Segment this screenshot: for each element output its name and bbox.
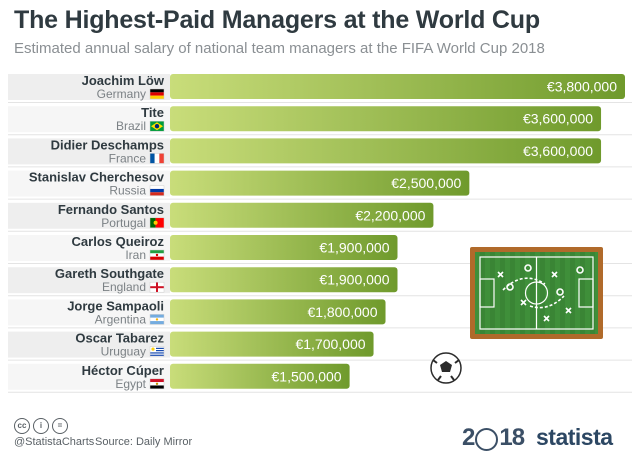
- row-background: [8, 267, 170, 294]
- flag-russia-icon: [149, 185, 165, 196]
- country-name: Uruguay: [101, 345, 146, 359]
- bar-10: [170, 363, 350, 389]
- logo-year-right: 18: [499, 424, 525, 451]
- row-background: [8, 331, 170, 358]
- bar-8: [170, 299, 386, 325]
- country-name: Argentina: [95, 312, 147, 326]
- world-cup-2018-logo: 2 18: [462, 424, 525, 452]
- manager-name: Gareth Southgate: [55, 266, 164, 281]
- ball-zero-icon: [475, 427, 499, 451]
- country-name: France: [109, 151, 147, 165]
- license-icons: cc i =: [14, 418, 68, 436]
- country-name: Russia: [109, 184, 146, 198]
- flag-france-icon: [149, 153, 165, 164]
- bar-5: [170, 202, 434, 228]
- cc-license-icon: cc: [14, 418, 30, 434]
- row-background: [8, 138, 170, 165]
- flag-uruguay-icon: [149, 346, 165, 357]
- value-label: €1,900,000: [319, 240, 389, 256]
- bar-7: [170, 267, 398, 293]
- flag-portugal-icon: [149, 217, 165, 229]
- chart-title: The Highest-Paid Managers at the World C…: [14, 6, 540, 34]
- value-label: €3,600,000: [523, 143, 593, 159]
- no-derivatives-icon: =: [52, 418, 68, 434]
- bar-6: [170, 235, 398, 260]
- value-label: €3,600,000: [523, 111, 593, 127]
- row-background: [8, 106, 170, 133]
- row-background: [8, 235, 170, 261]
- manager-name: Oscar Tabarez: [75, 331, 164, 346]
- value-label: €2,200,000: [355, 207, 425, 223]
- bar-9: [170, 331, 374, 357]
- row-background: [8, 170, 170, 197]
- bar-3: [170, 138, 602, 164]
- flag-germany-icon: [149, 88, 165, 100]
- manager-name: Héctor Cúper: [82, 363, 164, 378]
- country-name: Portugal: [101, 216, 146, 230]
- value-label: €1,900,000: [319, 272, 389, 288]
- manager-name: Tite: [141, 105, 164, 120]
- country-name: England: [102, 280, 146, 294]
- flag-argentina-icon: [149, 314, 165, 325]
- value-label: €2,500,000: [391, 175, 461, 191]
- manager-name: Joachim Löw: [82, 73, 165, 88]
- flag-egypt-icon: [149, 378, 165, 390]
- manager-name: Jorge Sampaoli: [67, 298, 164, 313]
- soccer-ball-icon: [430, 352, 462, 384]
- tactics-board-icon: [470, 247, 603, 339]
- flag-iran-icon: [149, 249, 165, 261]
- value-label: €1,700,000: [295, 336, 365, 352]
- country-name: Brazil: [116, 119, 146, 133]
- country-name: Iran: [125, 248, 146, 262]
- flag-england-icon: [149, 281, 165, 293]
- row-background: [8, 299, 170, 326]
- country-name: Germany: [97, 87, 146, 101]
- row-background: [8, 363, 170, 390]
- twitter-handle[interactable]: @StatistaCharts: [14, 436, 95, 448]
- attribution-icon: i: [33, 418, 49, 434]
- logo-year-left: 2: [462, 424, 475, 451]
- manager-name: Stanislav Cherchesov: [29, 170, 165, 185]
- country-name: Egypt: [115, 377, 146, 391]
- row-background: [8, 202, 170, 229]
- chart-subtitle: Estimated annual salary of national team…: [14, 40, 545, 57]
- statista-logo[interactable]: statista: [536, 424, 613, 450]
- source-note: Source: Daily Mirror: [95, 436, 193, 448]
- bar-2: [170, 106, 602, 132]
- manager-name: Didier Deschamps: [51, 137, 164, 152]
- manager-name: Carlos Queiroz: [72, 234, 165, 249]
- value-label: €1,500,000: [272, 368, 342, 384]
- bar-1: [170, 74, 625, 99]
- row-background: [8, 74, 170, 100]
- manager-name: Fernando Santos: [58, 202, 164, 217]
- bar-4: [170, 170, 470, 196]
- flag-brazil-icon: [149, 120, 165, 132]
- value-label: €1,800,000: [307, 304, 377, 320]
- value-label: €3,800,000: [547, 79, 617, 95]
